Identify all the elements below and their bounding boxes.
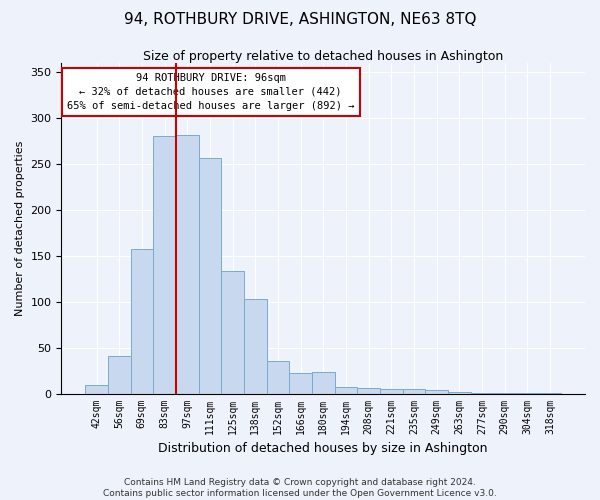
- Bar: [153, 136, 176, 394]
- Bar: [516, 392, 539, 394]
- Text: 94 ROTHBURY DRIVE: 96sqm
← 32% of detached houses are smaller (442)
65% of semi-: 94 ROTHBURY DRIVE: 96sqm ← 32% of detach…: [67, 73, 355, 111]
- Bar: [425, 390, 448, 394]
- Bar: [539, 392, 561, 394]
- Bar: [266, 360, 289, 394]
- Bar: [312, 372, 335, 394]
- Bar: [448, 392, 470, 394]
- X-axis label: Distribution of detached houses by size in Ashington: Distribution of detached houses by size …: [158, 442, 488, 455]
- Bar: [244, 299, 266, 394]
- Bar: [357, 388, 380, 394]
- Bar: [289, 374, 312, 394]
- Bar: [108, 356, 131, 394]
- Text: Contains HM Land Registry data © Crown copyright and database right 2024.
Contai: Contains HM Land Registry data © Crown c…: [103, 478, 497, 498]
- Bar: [380, 389, 403, 394]
- Bar: [335, 387, 357, 394]
- Bar: [85, 386, 108, 394]
- Title: Size of property relative to detached houses in Ashington: Size of property relative to detached ho…: [143, 50, 503, 63]
- Bar: [199, 158, 221, 394]
- Y-axis label: Number of detached properties: Number of detached properties: [15, 140, 25, 316]
- Bar: [221, 272, 244, 394]
- Text: 94, ROTHBURY DRIVE, ASHINGTON, NE63 8TQ: 94, ROTHBURY DRIVE, ASHINGTON, NE63 8TQ: [124, 12, 476, 28]
- Bar: [403, 389, 425, 394]
- Bar: [131, 250, 153, 394]
- Bar: [493, 392, 516, 394]
- Bar: [470, 392, 493, 394]
- Bar: [176, 134, 199, 394]
